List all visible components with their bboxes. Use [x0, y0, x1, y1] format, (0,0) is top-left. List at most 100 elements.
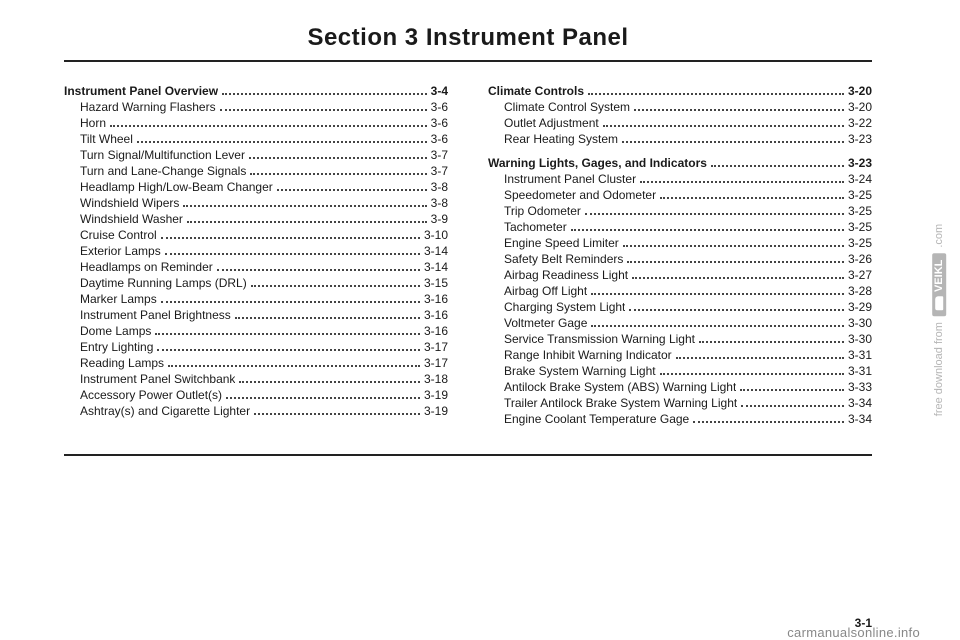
toc-entry: Windshield Washer3-9	[64, 212, 448, 226]
toc-entry-page: 3-6	[431, 100, 448, 114]
toc-entry-label: Outlet Adjustment	[504, 116, 599, 130]
toc-dots	[161, 237, 420, 239]
veikl-badge: VEIKL	[932, 254, 946, 316]
divider-bottom	[64, 454, 872, 456]
toc-entry-label: Engine Speed Limiter	[504, 236, 619, 250]
toc-entry-page: 3-19	[424, 388, 448, 402]
toc-entry: Safety Belt Reminders3-26	[488, 252, 872, 266]
veikl-label: VEIKL	[933, 260, 945, 292]
toc-entry: Rear Heating System3-23	[488, 132, 872, 146]
toc-entry-page: 3-8	[431, 180, 448, 194]
toc-entry-label: Service Transmission Warning Light	[504, 332, 695, 346]
toc-entry-page: 3-29	[848, 300, 872, 314]
toc-dots	[220, 109, 427, 111]
toc-dots	[634, 109, 844, 111]
toc-entry-label: Instrument Panel Cluster	[504, 172, 636, 186]
toc-entry-label: Tilt Wheel	[80, 132, 133, 146]
toc-entry: Turn and Lane-Change Signals3-7	[64, 164, 448, 178]
toc-entry: Trip Odometer3-25	[488, 204, 872, 218]
toc-entry: Marker Lamps3-16	[64, 292, 448, 306]
toc-entry-label: Marker Lamps	[80, 292, 157, 306]
toc-dots	[183, 205, 426, 207]
toc-entry-page: 3-25	[848, 220, 872, 234]
toc-column-left: Instrument Panel Overview3-4Hazard Warni…	[64, 84, 448, 436]
toc-dots	[603, 125, 844, 127]
toc-dots	[660, 197, 844, 199]
toc-entry-label: Climate Control System	[504, 100, 630, 114]
toc-entry: Brake System Warning Light3-31	[488, 364, 872, 378]
toc-entry-page: 3-25	[848, 204, 872, 218]
toc-entry-page: 3-31	[848, 348, 872, 362]
toc-entry-page: 3-31	[848, 364, 872, 378]
toc-entry-page: 3-30	[848, 316, 872, 330]
toc-entry-label: Voltmeter Gage	[504, 316, 587, 330]
toc-entry-page: 3-33	[848, 380, 872, 394]
toc-dots	[251, 285, 420, 287]
toc-dots	[571, 229, 844, 231]
toc-entry-page: 3-27	[848, 268, 872, 282]
toc-entry-page: 3-25	[848, 188, 872, 202]
toc-entry-label: Instrument Panel Switchbank	[80, 372, 235, 386]
toc-dots	[254, 413, 420, 415]
toc-entry-page: 3-22	[848, 116, 872, 130]
toc-dots	[168, 365, 420, 367]
toc-entry: Outlet Adjustment 3-22	[488, 116, 872, 130]
toc-entry: Instrument Panel Cluster 3-24	[488, 172, 872, 186]
toc-entry: Dome Lamps3-16	[64, 324, 448, 338]
toc-entry-page: 3-23	[848, 132, 872, 146]
toc-entry: Tachometer3-25	[488, 220, 872, 234]
toc-entry: Charging System Light 3-29	[488, 300, 872, 314]
toc-entry: Range Inhibit Warning Indicator 3-31	[488, 348, 872, 362]
toc-entry-label: Antilock Brake System (ABS) Warning Ligh…	[504, 380, 736, 394]
toc-heading: Warning Lights, Gages, and Indicators3-2…	[488, 156, 872, 170]
toc-dots	[741, 405, 844, 407]
toc-column-right: Climate Controls 3-20 Climate Control Syst…	[488, 84, 872, 436]
toc-entry-label: Reading Lamps	[80, 356, 164, 370]
toc-entry: Airbag Off Light3-28	[488, 284, 872, 298]
toc-entry: Exterior Lamps3-14	[64, 244, 448, 258]
toc-entry-page: 3-14	[424, 260, 448, 274]
toc-entry: Ashtray(s) and Cigarette Lighter3-19	[64, 404, 448, 418]
toc-dots	[585, 213, 844, 215]
toc-dots	[740, 389, 844, 391]
toc-entry: Windshield Wipers3-8	[64, 196, 448, 210]
toc-entry: Accessory Power Outlet(s)3-19	[64, 388, 448, 402]
toc-entry-label: Turn Signal/Multifunction Lever	[80, 148, 245, 162]
toc-entry-page: 3-16	[424, 308, 448, 322]
toc-entry: Cruise Control3-10	[64, 228, 448, 242]
toc-dots	[629, 309, 844, 311]
toc-entry-page: 3-24	[848, 172, 872, 186]
toc-entry-label: Charging System Light	[504, 300, 625, 314]
toc-entry: Instrument Panel Brightness 3-16	[64, 308, 448, 322]
toc-entry-label: Entry Lighting	[80, 340, 153, 354]
toc-dots	[623, 245, 844, 247]
toc-heading: Instrument Panel Overview3-4	[64, 84, 448, 98]
toc-entry-label: Trailer Antilock Brake System Warning Li…	[504, 396, 737, 410]
toc-columns: Instrument Panel Overview3-4Hazard Warni…	[64, 84, 872, 436]
toc-section: Warning Lights, Gages, and Indicators3-2…	[488, 156, 872, 426]
toc-dots	[632, 277, 844, 279]
toc-dots	[711, 165, 844, 167]
toc-entry: Antilock Brake System (ABS) Warning Ligh…	[488, 380, 872, 394]
side-watermark: free download from VEIKL .com	[924, 0, 954, 640]
toc-entry-label: Windshield Washer	[80, 212, 183, 226]
toc-heading-page: 3-20	[848, 84, 872, 98]
toc-heading-page: 3-23	[848, 156, 872, 170]
toc-dots	[239, 381, 420, 383]
toc-dots	[110, 125, 427, 127]
toc-heading-label: Climate Controls	[488, 84, 584, 98]
toc-dots	[155, 333, 420, 335]
toc-entry-label: Instrument Panel Brightness	[80, 308, 231, 322]
toc-dots	[277, 189, 427, 191]
toc-entry-label: Range Inhibit Warning Indicator	[504, 348, 672, 362]
toc-entry-label: Safety Belt Reminders	[504, 252, 623, 266]
toc-dots	[226, 397, 420, 399]
toc-entry: Service Transmission Warning Light3-30	[488, 332, 872, 346]
toc-dots	[676, 357, 844, 359]
toc-entry: Turn Signal/Multifunction Lever3-7	[64, 148, 448, 162]
toc-entry: Voltmeter Gage 3-30	[488, 316, 872, 330]
divider-top	[64, 60, 872, 62]
toc-dots	[165, 253, 420, 255]
toc-entry: Headlamps on Reminder3-14	[64, 260, 448, 274]
toc-entry-label: Horn	[80, 116, 106, 130]
